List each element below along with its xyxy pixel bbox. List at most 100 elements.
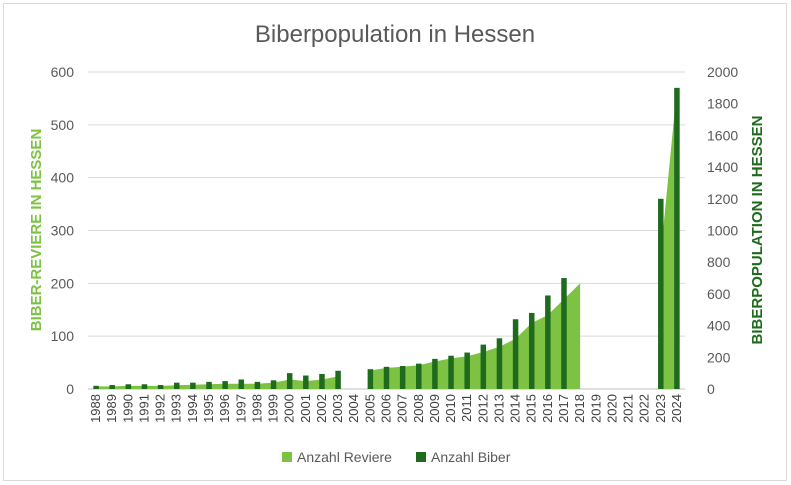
x-tick-label: 1996 [217, 394, 232, 423]
biber-bar [464, 352, 470, 389]
biber-bar [545, 295, 551, 389]
axis-layer: 0 100 200 300 400 500 600 0 200 400 600 800 1000 1200… [51, 64, 739, 423]
x-tick-label: 2015 [524, 394, 539, 423]
biber-bar [448, 355, 454, 389]
y-left-tick-label: 300 [51, 223, 75, 239]
biber-bar [173, 382, 180, 389]
legend-label-reviere: Anzahl Reviere [297, 449, 392, 465]
chart-title: Biberpopulation in Hessen [255, 21, 535, 48]
biber-bar [93, 385, 99, 389]
y-right-tick-label: 1800 [707, 96, 738, 112]
biber-bar [141, 384, 148, 389]
y-left-tick-label: 400 [51, 170, 75, 186]
x-tick-label: 2014 [508, 394, 523, 423]
biber-bar [416, 363, 422, 389]
legend-swatch-biber [416, 452, 426, 462]
x-tick-label: 2024 [669, 394, 684, 423]
x-tick-label: 2007 [395, 394, 410, 423]
y-right-tick-label: 800 [707, 254, 731, 270]
y-left-tick-label: 0 [66, 381, 74, 397]
biber-bar [674, 87, 680, 389]
biber-bars-layer [93, 87, 680, 389]
x-tick-label: 2013 [491, 394, 506, 423]
x-tick-label: 2020 [604, 394, 619, 423]
y-left-tick-label: 200 [51, 275, 75, 291]
biber-bar [125, 384, 132, 389]
reviere-area-segment [660, 87, 677, 389]
y-axis-right-title: BIBERPOPULATION IN HESSEN [749, 116, 766, 345]
y-left-tick-label: 500 [51, 117, 75, 133]
x-tick-label: 2016 [540, 394, 555, 423]
x-tick-label: 2001 [298, 394, 313, 423]
x-tick-label: 1999 [266, 394, 281, 423]
legend-swatch-reviere [282, 452, 292, 462]
y-right-tick-label: 1200 [707, 191, 738, 207]
x-tick-label: 2003 [330, 394, 345, 423]
x-tick-label: 1994 [185, 394, 200, 423]
biber-bar [367, 369, 374, 389]
x-tick-label: 2017 [556, 394, 571, 423]
x-tick-label: 2000 [282, 394, 297, 423]
grid-lines [88, 71, 685, 390]
biber-bar [399, 366, 406, 389]
legend-label-biber: Anzahl Biber [431, 449, 511, 465]
chart-frame [3, 3, 787, 481]
y-right-tick-label: 200 [707, 349, 731, 365]
y-right-tick-label: 0 [707, 381, 715, 397]
y-right-tick-label: 1400 [707, 159, 738, 175]
legend: Anzahl Reviere Anzahl Biber [282, 449, 511, 465]
x-tick-label: 2021 [621, 394, 636, 423]
x-tick-label: 2009 [427, 394, 442, 423]
y-axis-left-title: BIBER-REVIERE IN HESSEN [28, 129, 45, 332]
x-tick-label: 1989 [104, 394, 119, 423]
x-tick-label: 1992 [153, 394, 168, 423]
x-tick-label: 2019 [588, 394, 603, 423]
x-tick-label: 2023 [653, 394, 668, 423]
biber-bar [190, 382, 196, 389]
biber-bar [222, 381, 228, 389]
biber-bar [561, 278, 567, 389]
x-tick-label: 2022 [637, 394, 652, 423]
biber-bar [383, 366, 390, 389]
x-tick-label: 2008 [411, 394, 426, 423]
biber-bar [206, 381, 212, 389]
y-right-tick-label: 2000 [707, 64, 738, 80]
x-tick-label: 2018 [572, 394, 587, 423]
biber-bar [109, 385, 115, 389]
biber-bar [432, 358, 438, 389]
x-tick-label: 2006 [379, 394, 394, 423]
biber-bar [335, 370, 341, 389]
x-tick-label: 2012 [475, 394, 490, 423]
y-right-tick-label: 600 [707, 286, 731, 302]
y-right-tick-label: 400 [707, 318, 731, 334]
x-tick-label: 2011 [459, 394, 474, 422]
biber-bar [270, 380, 277, 389]
x-tick-label: 1988 [88, 394, 103, 423]
reviere-area-layer [96, 87, 677, 389]
biber-bar [528, 312, 535, 389]
biber-bar [157, 385, 164, 389]
biber-bar [303, 375, 309, 389]
y-left-tick-label: 100 [51, 328, 75, 344]
biber-bar [658, 198, 664, 389]
y-right-tick-label: 1000 [707, 223, 738, 239]
x-tick-label: 1997 [233, 394, 248, 423]
biber-bar [480, 344, 487, 389]
x-tick-label: 1998 [249, 394, 264, 423]
biber-bar [496, 338, 503, 389]
x-tick-label: 1993 [169, 394, 184, 423]
biber-bar [254, 381, 261, 389]
x-tick-label: 2005 [362, 394, 377, 423]
x-tick-label: 2004 [346, 394, 361, 423]
x-tick-label: 2002 [314, 394, 329, 423]
x-tick-label: 1991 [136, 394, 151, 423]
x-tick-label: 1995 [201, 394, 216, 423]
biber-bar [286, 373, 293, 389]
x-tick-label: 2010 [443, 394, 458, 423]
x-tick-label: 1990 [120, 394, 135, 423]
y-right-tick-label: 1600 [707, 127, 738, 143]
biber-bar [238, 379, 245, 389]
y-left-tick-label: 600 [51, 64, 75, 80]
reviere-area-segment [370, 283, 581, 389]
